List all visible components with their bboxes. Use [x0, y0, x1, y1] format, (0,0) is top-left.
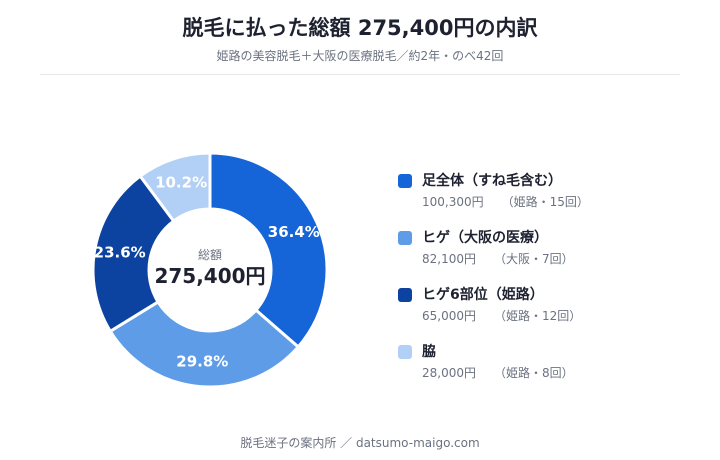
donut-slice-1 — [208, 151, 329, 349]
chart-title: 脱毛に払った総額 275,400円の内訳 — [182, 16, 538, 40]
slice-percent-label: 23.6% — [94, 244, 146, 262]
legend-swatch — [398, 345, 412, 359]
donut-slice-3 — [91, 174, 176, 333]
donut-slice-4 — [138, 151, 212, 223]
center-total-value: 275,400円 — [154, 264, 265, 288]
slice-percent-label: 10.2% — [155, 174, 207, 192]
center-total-caption: 総額 — [198, 248, 222, 262]
legend-note: （姫路・12回） — [494, 309, 582, 323]
legend-name: ヒゲ6部位（姫路） — [422, 287, 544, 303]
footer-credit: 脱毛迷子の案内所 ／ datsumo-maigo.com — [240, 436, 480, 450]
chart-legend: 足全体（すね毛含む） 100,300円 （姫路・15回） ヒゲ（大阪の医療） 82… — [398, 170, 698, 398]
donut-percent-labels: 36.4% 29.8% 23.6% 10.2% — [94, 174, 320, 371]
legend-item-beard-himeji: ヒゲ6部位（姫路） 65,000円 （姫路・12回） — [398, 284, 698, 341]
legend-detail: 65,000円 （姫路・12回） — [422, 307, 581, 324]
legend-item-beard-osaka: ヒゲ（大阪の医療） 82,100円 （大阪・7回） — [398, 227, 698, 284]
donut-slices — [91, 151, 329, 389]
legend-swatch — [398, 231, 412, 245]
divider — [40, 74, 680, 75]
legend-name: ヒゲ（大阪の医療） — [422, 230, 548, 246]
legend-detail: 100,300円 （姫路・15回） — [422, 193, 589, 210]
legend-amount: 28,000円 — [422, 366, 476, 380]
legend-detail: 28,000円 （姫路・8回） — [422, 364, 574, 381]
legend-name: 足全体（すね毛含む） — [422, 173, 562, 189]
legend-note: （姫路・8回） — [494, 366, 574, 380]
legend-item-armpit: 脇 28,000円 （姫路・8回） — [398, 341, 698, 398]
slice-percent-label: 29.8% — [176, 353, 228, 371]
legend-item-legs: 足全体（すね毛含む） 100,300円 （姫路・15回） — [398, 170, 698, 227]
legend-note: （大阪・7回） — [494, 252, 574, 266]
donut-slice-2 — [108, 300, 300, 389]
legend-amount: 65,000円 — [422, 309, 476, 323]
legend-amount: 100,300円 — [422, 195, 484, 209]
legend-amount: 82,100円 — [422, 252, 476, 266]
legend-swatch — [398, 174, 412, 188]
legend-note: （姫路・15回） — [501, 195, 589, 209]
legend-name: 脇 — [422, 344, 436, 360]
slice-percent-label: 36.4% — [268, 223, 320, 241]
chart-subtitle: 姫路の美容脱毛＋大阪の医療脱毛／約2年・のべ42回 — [216, 49, 504, 63]
legend-detail: 82,100円 （大阪・7回） — [422, 250, 574, 267]
legend-swatch — [398, 288, 412, 302]
